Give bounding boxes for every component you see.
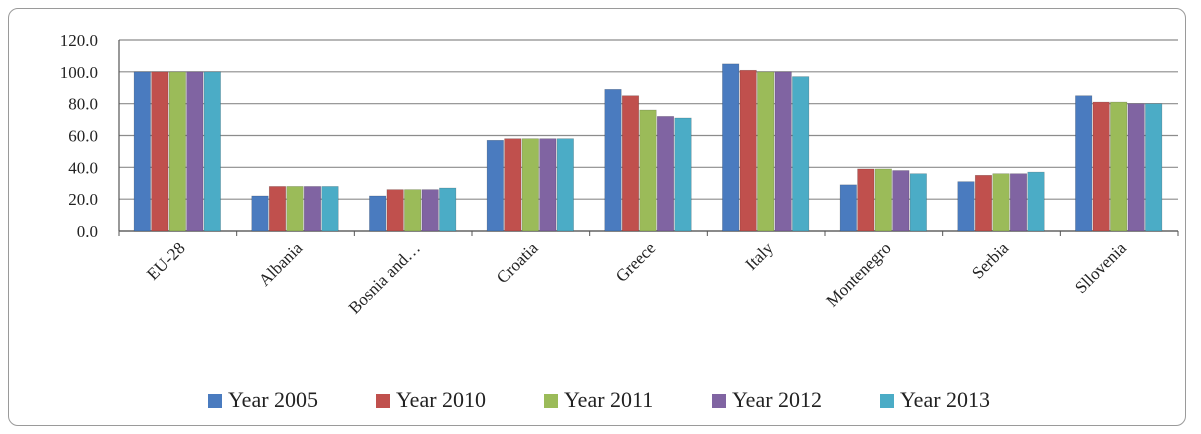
bar [404, 189, 422, 232]
category-label: Bosnia and… [345, 238, 424, 317]
bar [604, 89, 622, 232]
bar [521, 138, 539, 232]
bar [1092, 101, 1110, 232]
bar [386, 189, 404, 232]
bar [774, 71, 792, 232]
y-tick-label: 100.0 [60, 63, 98, 82]
bar [892, 170, 910, 232]
bar [874, 168, 892, 232]
bar [486, 139, 504, 232]
legend-swatch [544, 394, 558, 408]
category-label: Croatia [493, 238, 542, 287]
bar [1009, 173, 1028, 232]
y-tick-label: 0.0 [77, 222, 98, 241]
bar [656, 116, 675, 232]
bar [639, 109, 657, 232]
legend-label: Year 2013 [900, 387, 990, 412]
bar [251, 195, 269, 232]
legend-label: Year 2005 [228, 387, 318, 412]
bar [974, 174, 993, 232]
bar [321, 186, 339, 232]
category-label: Montenegro [822, 238, 894, 310]
category-label: Italy [742, 238, 778, 274]
bar [203, 71, 221, 232]
category-label: Sllovenia [1071, 238, 1130, 297]
bar [151, 71, 169, 232]
legend-swatch [376, 394, 390, 408]
bar [1027, 171, 1045, 232]
y-tick-label: 60.0 [68, 127, 98, 146]
y-tick-label: 40.0 [68, 158, 98, 177]
bar [539, 138, 557, 232]
legend-label: Year 2010 [396, 387, 486, 412]
bar [1075, 95, 1093, 232]
y-tick-label: 80.0 [68, 95, 98, 114]
bar [792, 76, 810, 232]
bar [556, 138, 574, 232]
bar [504, 138, 522, 232]
legend-swatch [208, 394, 222, 408]
bar [909, 173, 927, 232]
bar [369, 195, 387, 232]
bar [1127, 103, 1145, 232]
bar [957, 181, 975, 232]
bar [186, 71, 204, 232]
bar [286, 186, 304, 232]
bar [1145, 103, 1163, 232]
bar [992, 173, 1010, 232]
bar [857, 168, 875, 232]
bar [722, 63, 740, 232]
legend-swatch [880, 394, 894, 408]
bar [674, 117, 692, 232]
bar [839, 184, 857, 232]
category-label: Albania [255, 238, 307, 290]
bar [1110, 101, 1128, 232]
category-label: Serbia [968, 238, 1012, 282]
category-label: Greece [612, 238, 659, 285]
bar [621, 95, 640, 232]
legend-label: Year 2012 [732, 387, 822, 412]
bar [303, 186, 322, 232]
bar [739, 69, 757, 232]
legend-swatch [712, 394, 726, 408]
bar [439, 187, 457, 232]
category-label: EU-28 [143, 238, 188, 283]
y-tick-label: 120.0 [60, 31, 98, 50]
legend-label: Year 2011 [564, 387, 653, 412]
bar [421, 189, 439, 232]
bar [268, 186, 287, 232]
y-tick-label: 20.0 [68, 190, 98, 209]
bar [757, 71, 775, 232]
bar [168, 71, 186, 232]
bar [133, 71, 151, 232]
